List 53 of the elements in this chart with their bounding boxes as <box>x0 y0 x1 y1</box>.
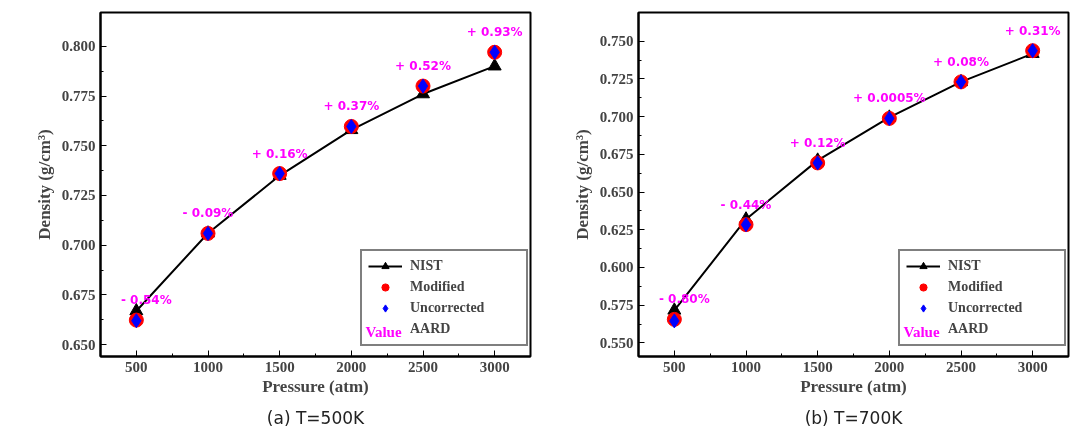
y-tick-label: 0.700 <box>61 237 96 254</box>
annotation: + 0.93% <box>466 25 523 40</box>
y-tick-label: 0.625 <box>599 221 634 238</box>
y-tick-label: 0.725 <box>61 187 96 204</box>
x-tick-label: 2500 <box>408 358 438 375</box>
annotation: Value <box>903 323 940 340</box>
y-tick-label: 0.750 <box>599 33 634 50</box>
y-tick-label: 0.575 <box>599 297 634 314</box>
x-tick-label: 2000 <box>336 358 367 375</box>
legend-label: Uncorrected <box>948 299 1024 317</box>
y-tick-label: 0.650 <box>599 184 634 201</box>
legend-label: Modified <box>948 278 1004 296</box>
x-tick-label: 2500 <box>946 358 976 375</box>
x-tick-label: 1000 <box>731 358 761 375</box>
annotation: AARD <box>948 320 990 338</box>
legend-label: NIST <box>948 257 982 275</box>
y-axis-title: Density (g/cm³) <box>34 129 54 240</box>
x-tick-label: 3000 <box>479 358 510 375</box>
y-axis-title: Density (g/cm³) <box>572 129 592 240</box>
x-tick-label: 3000 <box>1017 358 1048 375</box>
x-tick-label: 1000 <box>193 358 223 375</box>
annotation: AARD <box>410 320 452 338</box>
annotation: + 0.16% <box>251 146 308 161</box>
y-tick-label: 0.550 <box>599 334 634 351</box>
annotation: + 0.37% <box>323 99 380 114</box>
text: (b) T=700K <box>804 407 904 428</box>
annotation: + 0.12% <box>789 135 846 150</box>
annotation: + 0.31% <box>1004 23 1061 38</box>
y-tick-label: 0.650 <box>61 336 96 353</box>
y-tick-label: 0.700 <box>599 108 634 125</box>
legend-label: Uncorrected <box>410 299 486 317</box>
y-tick-label: 0.675 <box>599 146 634 163</box>
y-tick-label: 0.675 <box>61 286 96 303</box>
y-tick-label: 0.725 <box>599 70 634 87</box>
y-tick-label: 0.775 <box>61 88 96 105</box>
x-axis-title: Pressure (atm) <box>800 376 907 396</box>
x-tick-label: 1500 <box>802 358 833 375</box>
annotation: + 0.0005% <box>853 91 926 106</box>
text: (a) T=500K <box>266 407 366 428</box>
legend-label: NIST <box>410 257 444 275</box>
x-axis-title: Pressure (atm) <box>262 376 369 396</box>
x-tick-label: 2000 <box>874 358 905 375</box>
legend-label: Modified <box>410 278 466 296</box>
annotation: + 0.52% <box>395 59 451 74</box>
annotation: - 0.09% <box>182 206 234 221</box>
annotation: Value <box>365 323 402 340</box>
y-tick-label: 0.600 <box>599 259 634 276</box>
y-tick-label: 0.800 <box>61 38 96 55</box>
x-tick-label: 500 <box>125 358 148 375</box>
x-tick-label: 500 <box>663 358 686 375</box>
x-tick-label: 1500 <box>264 358 295 375</box>
annotation: + 0.08% <box>933 54 989 69</box>
y-tick-label: 0.750 <box>61 137 96 154</box>
